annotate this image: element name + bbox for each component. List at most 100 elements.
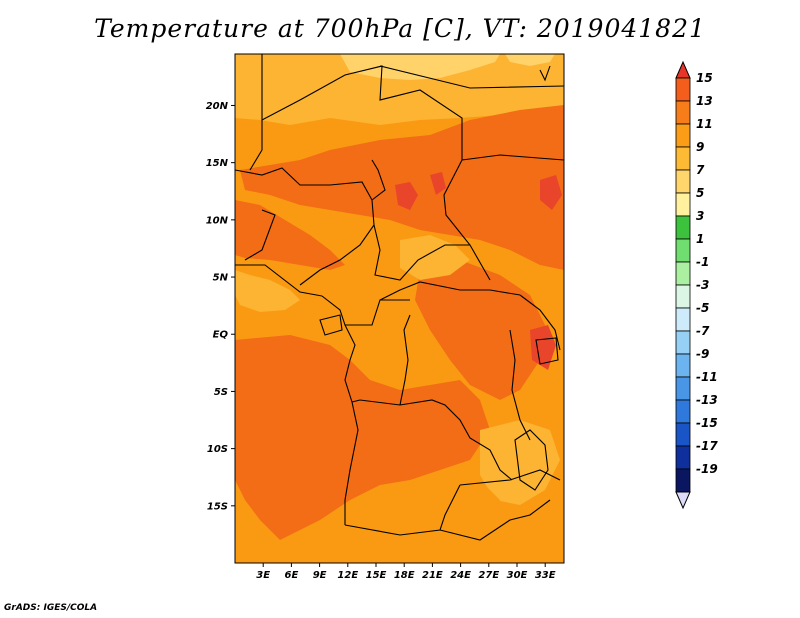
colorbar-label: 11 [696, 117, 713, 131]
colorbar-label: -19 [696, 462, 718, 476]
colorbar-label: -1 [696, 255, 709, 269]
colorbar-swatch [675, 238, 691, 263]
border-line [461, 154, 564, 161]
colorbar-swatch [675, 422, 691, 447]
hot-zone-central [415, 260, 545, 400]
map-frame [234, 53, 565, 564]
colorbar-top-arrow [675, 60, 691, 79]
chart-title: Temperature at 700hPa [C], VT: 201904182… [94, 14, 706, 43]
lat-tick-label: 15S [207, 501, 228, 512]
warm-zone-north [235, 54, 564, 125]
lon-tick-label: 3E [256, 570, 270, 581]
country-borders [235, 54, 564, 541]
border-line [379, 281, 521, 301]
colorbar-swatch [675, 169, 691, 194]
lon-tick-label: 15E [366, 570, 387, 581]
border-line [249, 120, 263, 171]
lat-tick-label: 5S [214, 387, 228, 398]
border-line [344, 324, 513, 481]
lon-tick-label: 24E [450, 570, 471, 581]
colorbar-swatch [675, 100, 691, 125]
border-line [235, 167, 375, 286]
colorbar-label: 7 [696, 163, 705, 177]
colorbar-label: -11 [696, 370, 718, 384]
colorbar-label: -3 [696, 278, 709, 292]
border-line [399, 314, 411, 406]
colorbar-swatch [675, 284, 691, 309]
border-line [321, 295, 410, 326]
colorbar-label: 9 [696, 140, 704, 154]
colorbar-label: -5 [696, 301, 709, 315]
yellow-zone-north [340, 54, 500, 80]
colorbar-swatch [675, 376, 691, 401]
colorbar-swatch [675, 353, 691, 378]
lat-tick-label: EQ [213, 330, 229, 341]
latitude-axis: 20N 15N 10N 5N EQ 5S 10S 15S [206, 101, 235, 512]
colorbar-swatch [675, 77, 691, 102]
lon-tick-label: 18E [394, 570, 415, 581]
colorbar-label: 15 [696, 71, 713, 85]
colorbar-swatch [675, 215, 691, 240]
colorbar-swatch [675, 330, 691, 355]
colorbar-swatch [675, 123, 691, 148]
colorbar-legend: 15 13 11 9 7 5 3 1 -1 -3 -5 -7 -9 -11 -13 -15 -17 -19 [675, 60, 718, 510]
hot-zone-south [235, 335, 490, 540]
border-line [244, 209, 276, 261]
colorbar-label: -17 [696, 439, 718, 453]
border-line [539, 65, 551, 82]
lon-tick-label: 21E [422, 570, 443, 581]
grads-credit: GrADS: IGES/COLA [4, 603, 98, 613]
lon-tick-label: 12E [337, 570, 358, 581]
colorbar-swatch [675, 399, 691, 424]
lon-tick-label: 6E [285, 570, 299, 581]
border-line [373, 224, 470, 281]
lon-tick-label: 27E [478, 570, 499, 581]
hottest-spot-3 [540, 175, 562, 210]
mild-zone-southeast [480, 420, 560, 505]
colorbar-label: -13 [696, 393, 718, 407]
colorbar-label: -15 [696, 416, 718, 430]
lat-tick-label: 10N [206, 215, 229, 226]
lon-tick-label: 9E [313, 570, 327, 581]
colorbar-label: -7 [696, 324, 710, 338]
border-line [509, 329, 531, 441]
lon-tick-label: 33E [535, 570, 556, 581]
border-line [519, 294, 561, 351]
border-line [319, 314, 343, 336]
hottest-spot-2 [430, 172, 446, 195]
colorbar-label: 1 [696, 232, 704, 246]
lat-tick-label: 20N [206, 101, 229, 112]
border-line [371, 159, 386, 201]
border-line [344, 401, 359, 525]
colorbar-swatch [675, 445, 691, 470]
colorbar-label: 13 [696, 94, 713, 108]
colorbar-label: 5 [696, 186, 704, 200]
colorbar-swatch [675, 468, 691, 493]
colorbar-label: -9 [696, 347, 709, 361]
border-line [514, 429, 549, 491]
border-line [379, 65, 564, 89]
colorbar-swatch [675, 192, 691, 217]
yellow-zone-northeast [505, 54, 555, 66]
border-line [261, 54, 491, 281]
border-line [235, 264, 323, 297]
temperature-field [235, 54, 564, 563]
mild-zone-central [400, 235, 470, 280]
colorbar-swatch [675, 307, 691, 332]
colorbar-swatch [675, 261, 691, 286]
longitude-axis: 3E 6E 9E 12E 15E 18E 21E 24E 27E 30E 33E [256, 563, 556, 581]
lon-tick-label: 30E [507, 570, 528, 581]
colorbar-bottom-arrow [675, 491, 691, 510]
hottest-spot-4 [530, 325, 556, 370]
colorbar-label: 3 [696, 209, 704, 223]
lat-tick-label: 15N [206, 158, 229, 169]
colorbar-swatch [675, 146, 691, 171]
border-line [439, 499, 551, 541]
lat-tick-label: 10S [207, 444, 228, 455]
border-line [535, 337, 559, 365]
border-line [459, 469, 561, 486]
lat-tick-label: 5N [213, 273, 229, 284]
hottest-spot-1 [395, 182, 418, 210]
mild-zone-coast [235, 270, 300, 312]
